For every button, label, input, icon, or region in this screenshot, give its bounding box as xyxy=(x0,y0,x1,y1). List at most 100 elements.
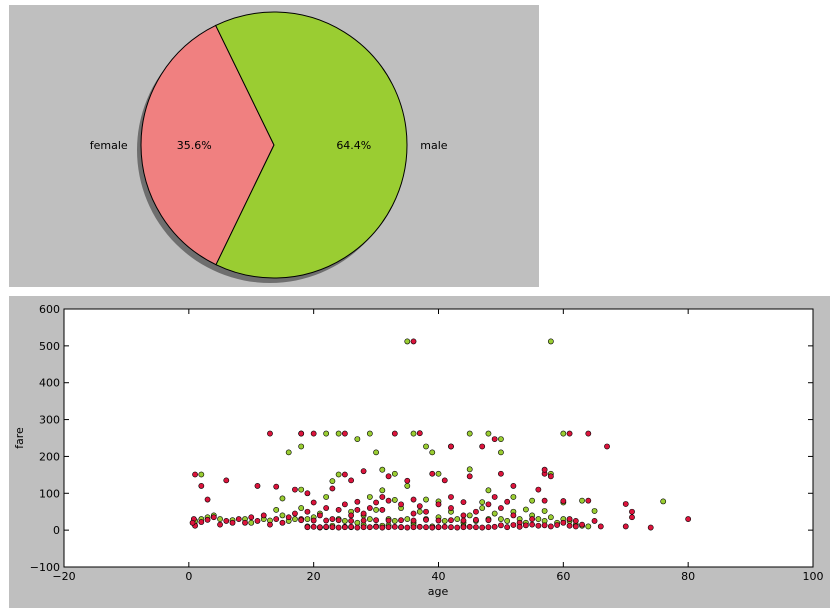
scatter-point xyxy=(323,494,330,500)
scatter-point xyxy=(242,519,248,526)
scatter-point xyxy=(460,512,467,519)
scatter-point xyxy=(354,436,361,443)
scatter-point xyxy=(354,524,361,531)
scatter-point xyxy=(435,524,442,531)
x-tick-label: 40 xyxy=(432,570,446,583)
scatter-point xyxy=(335,430,342,437)
scatter-point xyxy=(329,485,336,492)
scatter-point xyxy=(298,430,305,437)
scatter-point xyxy=(423,443,429,450)
scatter-point xyxy=(189,519,196,526)
scatter-point xyxy=(391,497,398,503)
scatter-point xyxy=(491,494,498,500)
scatter-point xyxy=(273,506,280,513)
scatter-point xyxy=(410,517,417,524)
scatter-point xyxy=(292,510,298,517)
scatter-point xyxy=(504,518,511,524)
scatter-point xyxy=(304,508,311,515)
scatter-point xyxy=(348,518,355,524)
scatter-point xyxy=(348,477,355,484)
scatter-point xyxy=(360,524,367,531)
scatter-point xyxy=(473,508,479,515)
scatter-point xyxy=(498,449,504,456)
scatter-point xyxy=(435,517,442,524)
scatter-point xyxy=(310,517,317,524)
scatter-point xyxy=(217,521,223,528)
scatter-point xyxy=(566,430,573,437)
scatter-point xyxy=(566,516,573,522)
scatter-point xyxy=(460,524,467,531)
scatter-point xyxy=(529,497,536,504)
scatter-point xyxy=(385,473,392,480)
scatter-point xyxy=(591,518,598,524)
scatter-point xyxy=(485,487,492,494)
scatter-point xyxy=(285,514,292,521)
scatter-point xyxy=(391,523,398,530)
scatter-point xyxy=(267,430,273,437)
scatter-point xyxy=(335,506,342,513)
pie-pct-label-male: 64.4% xyxy=(336,139,371,152)
scatter-point xyxy=(435,501,442,508)
scatter-point xyxy=(572,518,579,524)
scatter-point xyxy=(398,524,404,531)
scatter-point xyxy=(604,443,610,450)
scatter-point xyxy=(429,524,436,531)
pie-pct-label-female: 35.6% xyxy=(177,139,212,152)
scatter-point xyxy=(423,524,429,531)
scatter-point xyxy=(404,483,411,489)
scatter-point xyxy=(329,516,336,522)
scatter-point xyxy=(448,443,454,450)
scatter-point xyxy=(441,477,448,484)
scatter-point xyxy=(504,524,511,531)
scatter-point xyxy=(460,499,467,506)
scatter-point xyxy=(366,524,373,531)
scatter-point xyxy=(466,473,473,480)
scatter-point xyxy=(204,496,211,503)
scatter-point xyxy=(323,430,330,437)
scatter-point xyxy=(273,516,280,522)
scatter-point xyxy=(298,443,305,450)
x-tick-label: 100 xyxy=(803,570,824,583)
scatter-point xyxy=(660,498,667,505)
scatter-point xyxy=(629,514,635,521)
scatter-point xyxy=(410,524,417,531)
y-tick-label: −100 xyxy=(30,561,60,574)
y-tick-label: 500 xyxy=(39,340,60,353)
scatter-point xyxy=(404,477,411,484)
scatter-point xyxy=(448,494,454,500)
scatter-point xyxy=(385,497,392,504)
scatter-point xyxy=(323,517,330,524)
scatter-point xyxy=(510,494,517,500)
scatter-point xyxy=(629,508,635,515)
scatter-point xyxy=(541,497,548,504)
scatter-point xyxy=(341,524,348,531)
scatter-point xyxy=(410,430,417,437)
scatter-point xyxy=(348,523,355,530)
scatter-point xyxy=(435,470,442,477)
y-tick-label: 600 xyxy=(39,303,60,316)
scatter-point xyxy=(547,523,554,530)
scatter-point xyxy=(204,516,211,523)
scatter-point xyxy=(479,524,486,531)
scatter-point xyxy=(647,524,654,531)
scatter-point xyxy=(547,473,554,480)
scatter-point xyxy=(248,514,255,521)
scatter-point xyxy=(622,523,629,530)
scatter-point xyxy=(416,508,423,515)
scatter-point xyxy=(429,449,436,456)
scatter-point xyxy=(423,516,429,523)
y-axis-label: fare xyxy=(13,427,26,449)
scatter-point xyxy=(310,430,317,437)
scatter-point xyxy=(235,516,242,522)
scatter-point xyxy=(373,517,379,524)
scatter-point xyxy=(298,505,305,511)
scatter-point xyxy=(317,512,323,519)
scatter-point xyxy=(529,521,536,528)
scatter-point xyxy=(522,506,529,513)
scatter-point xyxy=(498,522,504,529)
scatter-point xyxy=(460,517,467,524)
scatter-point xyxy=(535,486,542,493)
scatter-point xyxy=(560,430,567,437)
scatter-point xyxy=(448,524,454,531)
scatter-point xyxy=(585,430,592,437)
